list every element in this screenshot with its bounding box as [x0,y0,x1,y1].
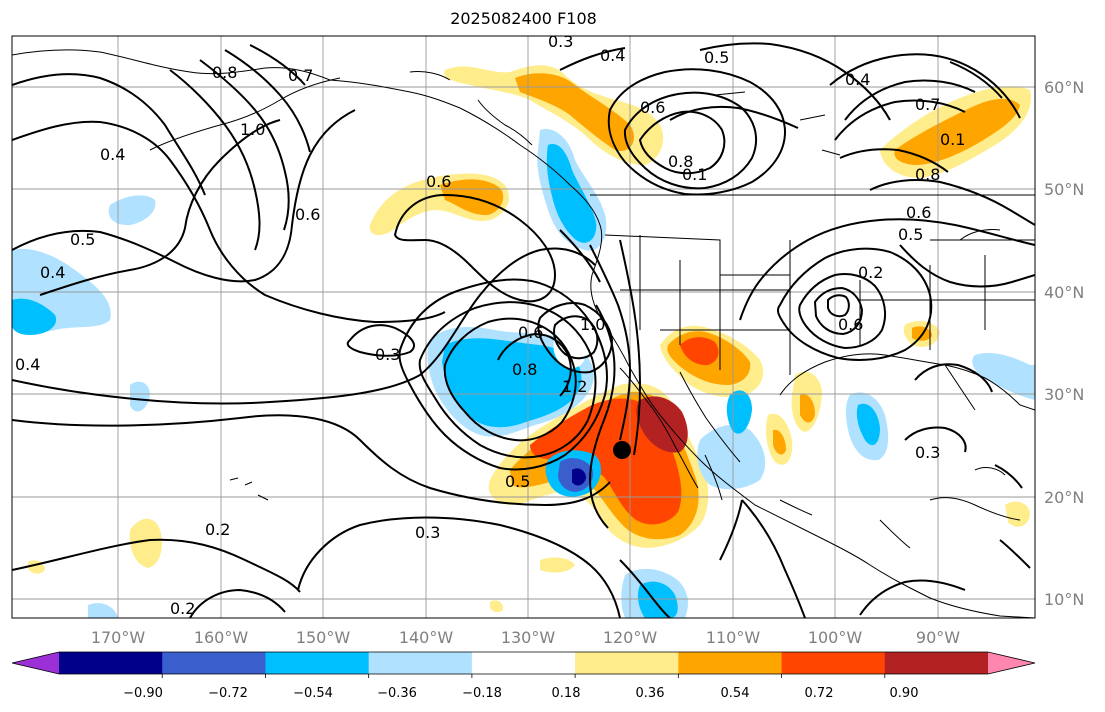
contour-label: 0.4 [15,355,40,374]
contour-label: 0.7 [915,95,940,114]
lon-label: 100°W [808,628,863,647]
longitude-labels: 170°W 160°W 150°W 140°W 130°W 120°W 110°… [91,628,960,647]
contour-label: 0.5 [704,48,729,67]
map-title: 2025082400 F108 [450,9,597,28]
contour-label: 0.3 [915,443,940,462]
colorbar-tick-label: −0.90 [123,686,163,701]
contour-label: 0.6 [640,98,665,117]
contour-label: 1.0 [240,120,265,139]
colorbar-outline [11,651,1036,675]
contour-label: 0.6 [518,323,543,342]
contour-label: 0.3 [415,523,440,542]
contour-label: 0.3 [548,32,573,51]
map-plot-area: 0.3 0.4 0.5 0.8 0.7 1.0 0.4 0.6 0.4 0.5 … [12,32,1035,618]
lat-label: 40°N [1044,283,1084,302]
lat-label: 20°N [1044,488,1084,507]
colorbar-tick-label: −0.36 [377,686,417,701]
lon-label: 110°W [706,628,761,647]
colorbar-tick-label: −0.72 [208,686,248,701]
lon-label: 150°W [296,628,351,647]
lon-label: 90°W [916,628,960,647]
colorbar-segment [162,652,266,674]
lat-label: 10°N [1044,590,1084,609]
contour-label: 0.6 [906,203,931,222]
contour-label: 1.0 [580,315,605,334]
colorbar-extend-min [12,652,59,674]
colorbar-tick-label: −0.54 [293,686,333,701]
lon-label: 140°W [399,628,454,647]
colorbar-segment [575,652,679,674]
colorbar-segment [368,652,473,674]
colorbar-segment [781,652,886,674]
contours [12,42,1035,618]
contour-label: 0.4 [40,263,65,282]
colorbar-segment [471,652,576,674]
lon-label: 170°W [91,628,146,647]
plot-frame [11,35,1036,619]
graticule [12,36,1035,618]
contour-label: 0.8 [668,152,693,171]
colorbar-segment [59,652,163,674]
colorbar-extend-max [988,652,1035,674]
colorbar-segments [11,651,1036,678]
contour-label: 0.4 [100,145,125,164]
colorbar-tick-label: 0.90 [890,686,919,701]
contour-label: 0.8 [512,360,537,379]
lon-label: 160°W [194,628,249,647]
colorbar-tick-label: −0.18 [462,686,502,701]
contour-labels: 0.3 0.4 0.5 0.8 0.7 1.0 0.4 0.6 0.4 0.5 … [15,32,965,618]
contour-label: 1.2 [562,377,587,396]
colorbar-tick-label: 0.18 [552,686,581,701]
contour-label: 0.2 [205,520,230,539]
contour-label: 0.4 [845,70,870,89]
contour-label: 0.3 [375,345,400,364]
contour-label: 0.5 [505,472,530,491]
lat-label: 30°N [1044,385,1084,404]
colorbar-segment [265,652,370,674]
contour-label: 0.6 [295,205,320,224]
contour-label: 0.7 [288,66,313,85]
coastlines [12,49,1035,618]
latitude-labels: 60°N 50°N 40°N 30°N 20°N 10°N [1044,78,1084,609]
storm-center-marker [613,441,631,459]
contour-label: 0.8 [212,63,237,82]
contour-label: 0.2 [858,263,883,282]
contour-label: 0.6 [838,315,863,334]
colorbar: −0.90 −0.72 −0.54 −0.36 −0.18 0.18 0.36 … [11,651,1036,701]
lon-label: 130°W [501,628,556,647]
lat-label: 60°N [1044,78,1084,97]
contour-label: 0.1 [682,165,707,184]
colorbar-segment [884,652,989,674]
contour-label: 0.5 [70,230,95,249]
contour-label: 0.1 [940,130,965,149]
colorbar-tick-label: 0.36 [636,686,665,701]
colorbar-tick-label: 0.54 [721,686,750,701]
contour-label: 0.8 [915,165,940,184]
colorbar-segment [678,652,783,674]
contour-label: 0.5 [898,225,923,244]
lat-label: 50°N [1044,180,1084,199]
colorbar-ticks: −0.90 −0.72 −0.54 −0.36 −0.18 0.18 0.36 … [123,686,918,701]
contour-label: 0.2 [170,599,195,618]
colorbar-tick-label: 0.72 [805,686,834,701]
lon-label: 120°W [603,628,658,647]
contour-label: 0.4 [600,46,625,65]
contour-label: 0.6 [426,172,451,191]
